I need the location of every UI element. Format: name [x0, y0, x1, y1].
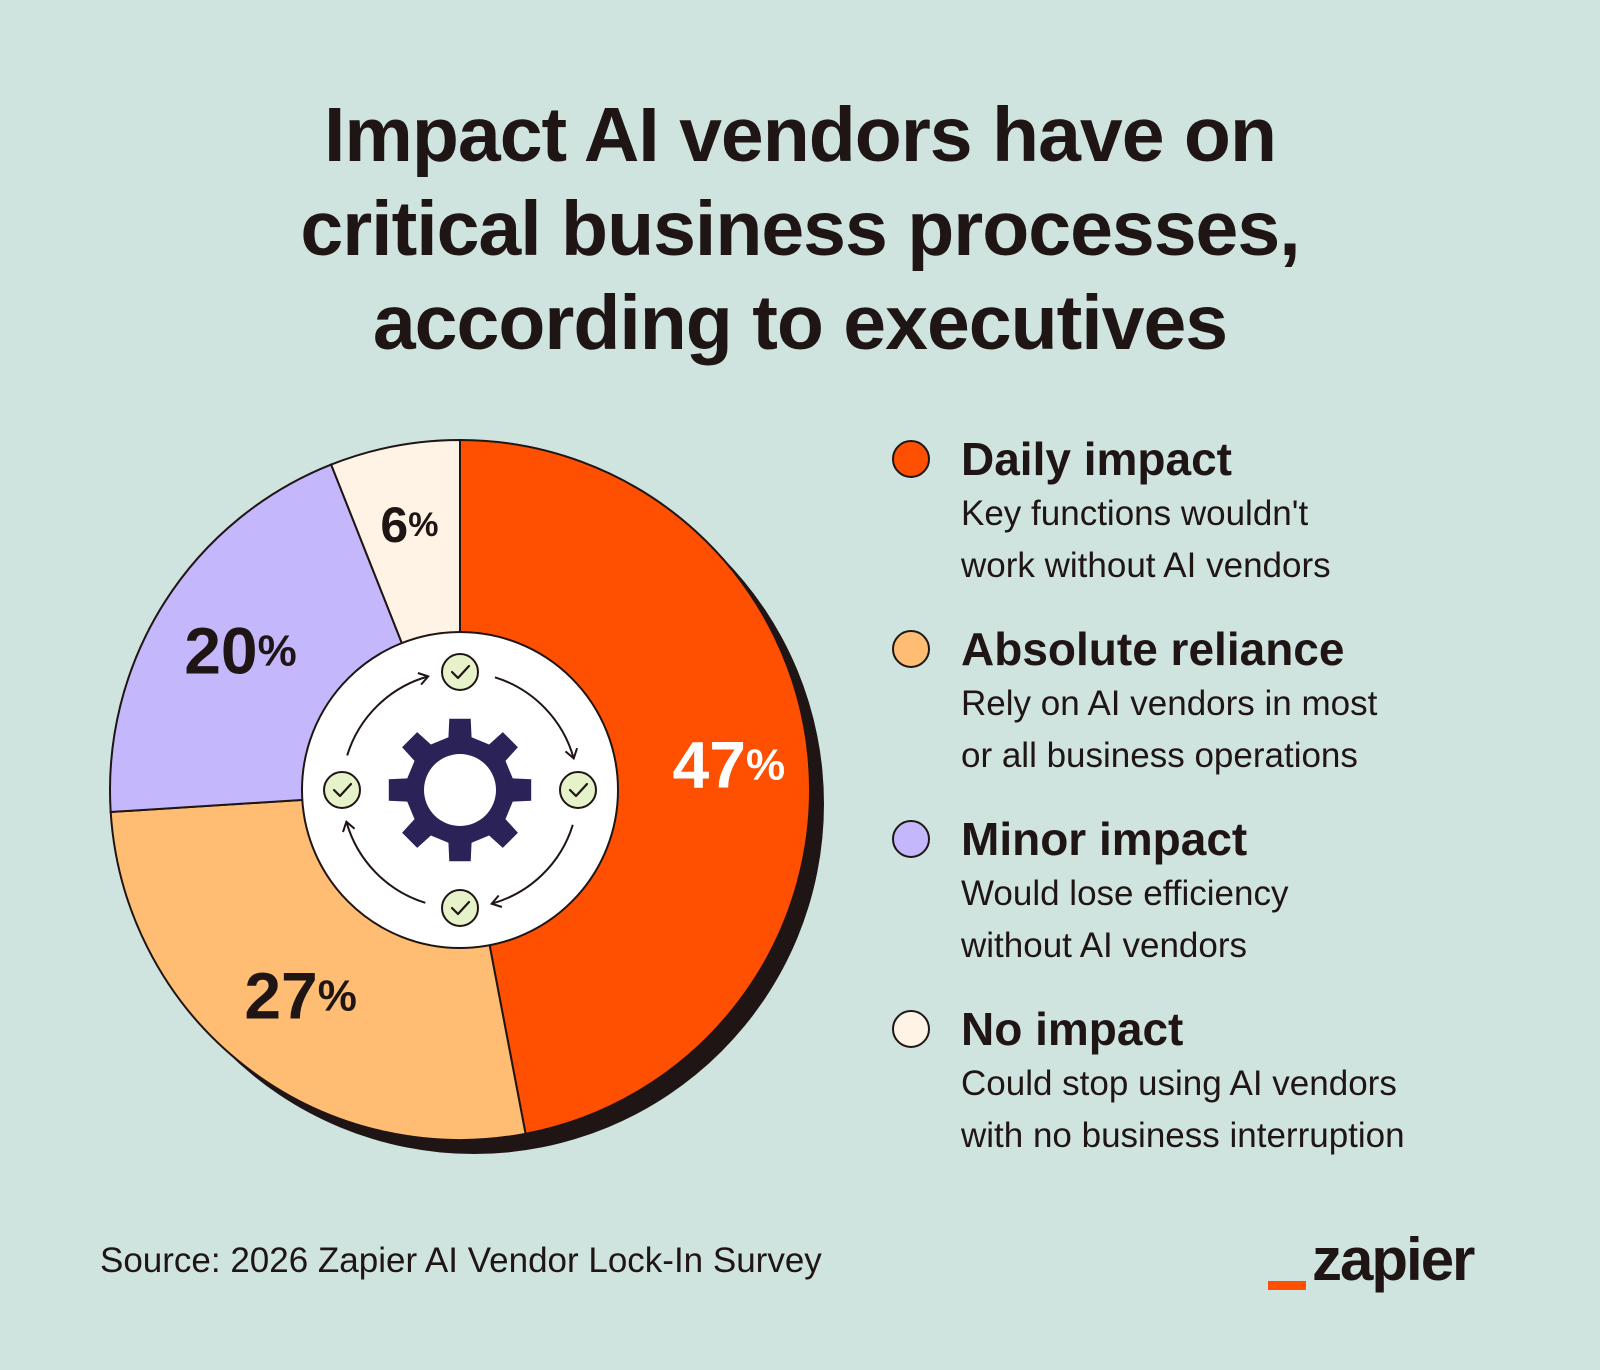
data-label-daily-impact: 47% — [673, 728, 786, 802]
title-line-3: according to executives — [372, 280, 1228, 366]
title-line-2: critical business processes, — [300, 186, 1300, 272]
check-circle-icon — [441, 653, 479, 691]
chart-title: Impact AI vendors have on critical busin… — [0, 88, 1600, 370]
legend-desc-line: Would lose efficiency — [961, 874, 1289, 913]
legend-desc-line: without AI vendors — [961, 926, 1247, 965]
legend-title: No impact — [961, 1003, 1184, 1055]
legend-swatch — [892, 1010, 930, 1048]
logo-wordmark: zapier — [1312, 1226, 1475, 1293]
center-illustration — [301, 631, 619, 949]
logo-underscore — [1268, 1281, 1306, 1290]
legend-swatch — [892, 630, 930, 668]
check-circle-icon — [323, 771, 361, 809]
legend-swatch — [892, 440, 930, 478]
legend-desc-line: with no business interruption — [961, 1116, 1405, 1155]
cycle-arrow-icon — [342, 672, 579, 908]
data-label-no-impact: 6% — [380, 497, 438, 553]
gear-icon — [388, 718, 532, 862]
data-label-absolute-reliance: 27% — [244, 958, 357, 1032]
center-circle — [301, 631, 619, 949]
legend-description: Could stop using AI vendors with no busi… — [961, 1058, 1541, 1162]
legend-title: Absolute reliance — [961, 623, 1345, 675]
legend-title: Minor impact — [961, 813, 1248, 865]
legend-swatch — [892, 820, 930, 858]
legend-desc-line: Rely on AI vendors in most — [961, 684, 1378, 723]
legend-description: Rely on AI vendors in most or all busine… — [961, 678, 1541, 782]
title-line-1: Impact AI vendors have on — [323, 92, 1277, 178]
pie-slice-daily-impact — [459, 438, 811, 1135]
check-circle-icon — [559, 771, 597, 809]
legend-desc-line: work without AI vendors — [961, 546, 1331, 585]
data-label-minor-impact: 20% — [184, 614, 297, 688]
legend-desc-line: or all business operations — [961, 736, 1358, 775]
legend-desc-line: Key functions wouldn't — [961, 494, 1309, 533]
legend-description: Key functions wouldn't work without AI v… — [961, 488, 1541, 592]
legend-description: Would lose efficiency without AI vendors — [961, 868, 1541, 972]
legend-title: Daily impact — [961, 433, 1232, 485]
legend-desc-line: Could stop using AI vendors — [961, 1064, 1397, 1103]
source-note: Source: 2026 Zapier AI Vendor Lock-In Su… — [100, 1241, 822, 1280]
check-circle-icon — [441, 889, 479, 927]
